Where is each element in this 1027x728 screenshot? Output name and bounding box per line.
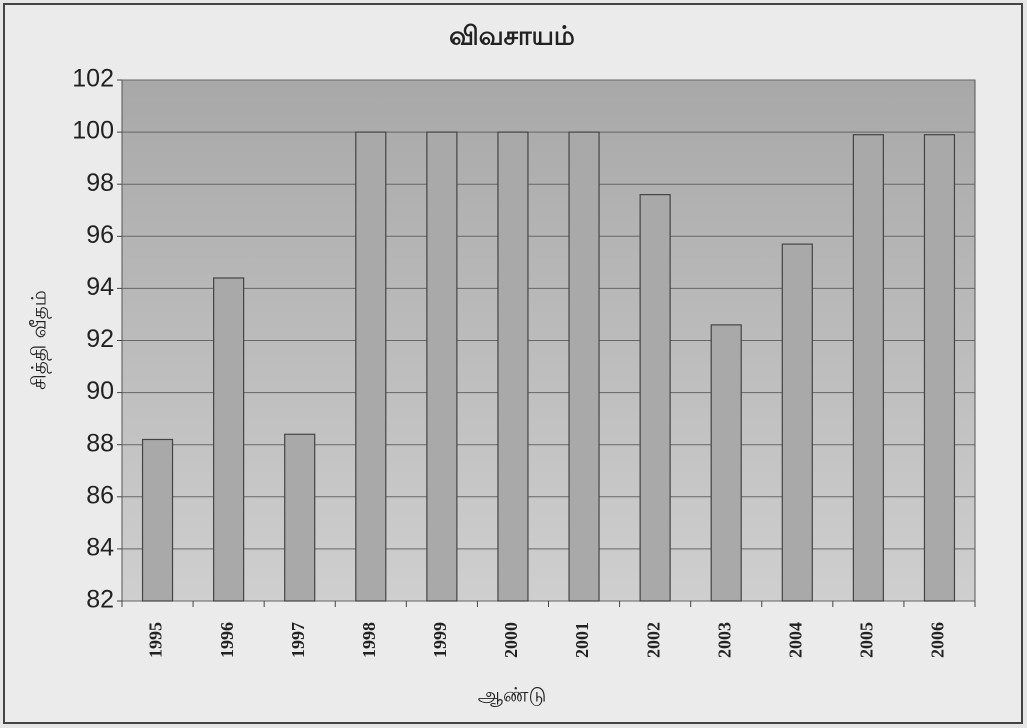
bar [213,277,245,602]
x-axis-label: ஆண்டு [478,683,547,708]
x-tick-label: 2006 [928,622,948,658]
x-tick-label: 2000 [501,622,521,658]
y-tick-label: 94 [86,273,114,301]
bar [710,324,742,602]
y-axis-label: சித்தி வீதம் [27,290,52,390]
bar [497,131,529,602]
y-tick-label: 96 [86,221,114,249]
y-tick-label: 102 [72,65,114,93]
bar [923,134,956,602]
x-tick-label: 2005 [857,622,877,658]
bar [781,243,813,602]
bar [426,131,458,602]
x-tick-label: 1997 [288,622,308,658]
bar [852,134,884,602]
bar [284,433,316,602]
y-tick-label: 84 [86,534,114,562]
y-tick-label: 92 [86,325,114,353]
x-tick-label: 1998 [359,622,379,658]
y-tick-label: 98 [86,169,114,197]
x-tick-label: 1995 [146,622,166,658]
x-tick-label: 2002 [643,622,663,658]
y-tick-label: 90 [86,377,114,405]
x-tick-label: 2003 [714,622,734,658]
bar [141,438,174,602]
y-tick-label: 82 [86,586,114,614]
x-tick-label: 1996 [217,622,237,658]
y-tick-label: 100 [72,117,114,145]
x-tick-label: 1999 [430,622,450,658]
x-tick-label: 2004 [785,622,805,658]
y-tick-label: 86 [86,481,114,509]
bar [639,194,671,602]
x-tick-label: 2001 [572,622,592,658]
y-tick-label: 88 [86,429,114,457]
bar [568,131,600,602]
chart-title: விவசாயம் [449,22,575,52]
bar [355,131,387,602]
